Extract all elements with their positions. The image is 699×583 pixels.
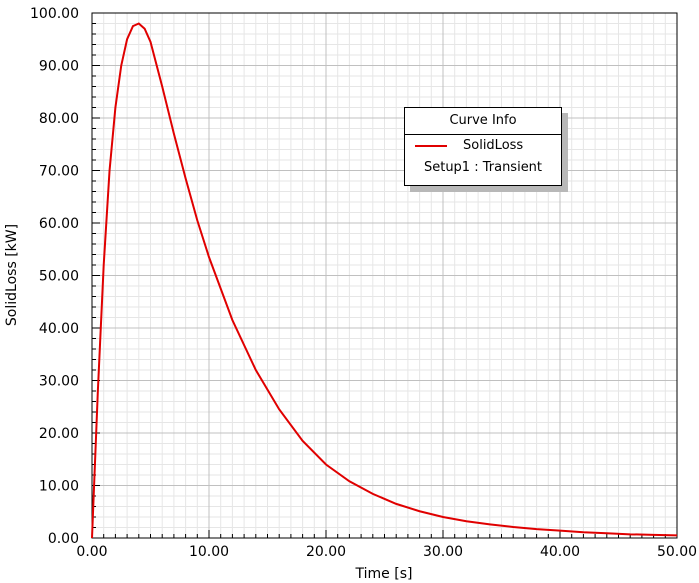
series-line-solidloss <box>91 22 678 539</box>
y-tick-label: 100.00 <box>30 6 79 22</box>
legend-swatch <box>415 145 447 147</box>
x-tick-label: 0.00 <box>76 544 107 560</box>
x-axis-title: Time [s] <box>355 566 413 582</box>
legend-entry[interactable]: SolidLoss <box>405 135 561 157</box>
x-tick-label: 20.00 <box>306 544 346 560</box>
y-tick-label: 20.00 <box>39 426 79 442</box>
y-tick-label: 30.00 <box>39 374 79 390</box>
y-tick-label: 0.00 <box>48 531 79 547</box>
legend-series-source: Setup1 : Transient <box>423 160 543 175</box>
y-tick-label: 70.00 <box>39 164 79 180</box>
tick-labels: 0.00 10.00 20.00 30.00 40.00 50.00 0.00 10.00 20… <box>30 6 697 560</box>
y-tick-label: 10.00 <box>39 479 79 495</box>
legend-curve-info[interactable]: Curve Info SolidLoss Setup1 : Transient <box>404 107 562 186</box>
x-tick-label: 50.00 <box>657 544 697 560</box>
legend-title: Curve Info <box>405 108 561 135</box>
x-tick-label: 30.00 <box>423 544 463 560</box>
y-tick-label: 80.00 <box>39 111 79 127</box>
y-tick-label: 90.00 <box>39 59 79 75</box>
y-tick-label: 50.00 <box>39 269 79 285</box>
y-axis-title: SolidLoss [kW] <box>4 224 20 326</box>
axis-ticks <box>91 12 678 539</box>
y-tick-label: 60.00 <box>39 216 79 232</box>
x-tick-label: 40.00 <box>540 544 580 560</box>
legend-series-name: SolidLoss <box>463 138 524 153</box>
y-tick-label: 40.00 <box>39 321 79 337</box>
x-tick-label: 10.00 <box>189 544 229 560</box>
